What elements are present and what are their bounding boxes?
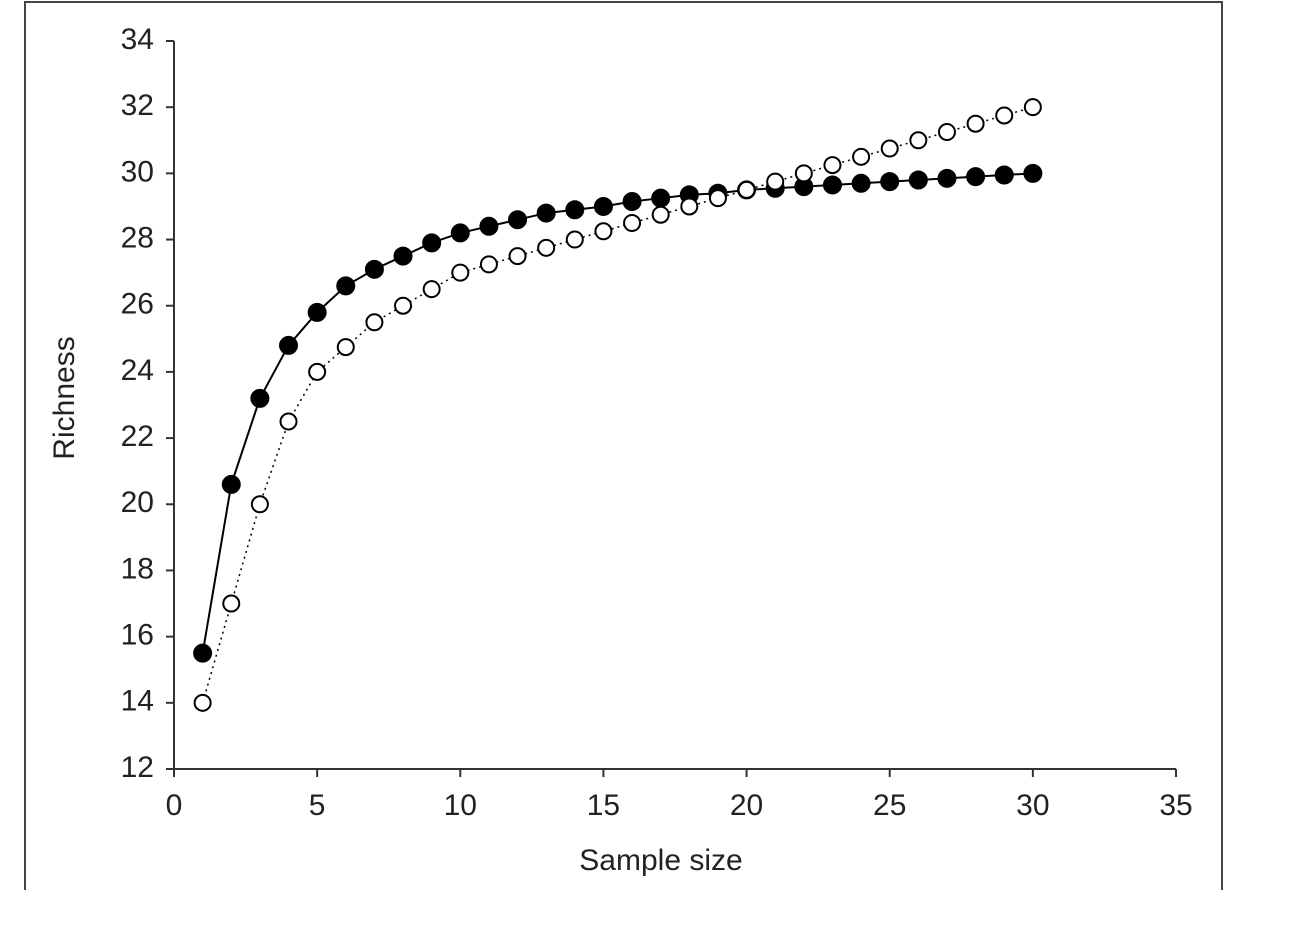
data-point [909,131,928,150]
data-point [537,238,556,257]
data-point [937,168,957,188]
data-point [651,205,670,224]
data-point [365,313,384,332]
data-point [794,164,813,183]
data-point [851,173,871,193]
data-point [565,230,584,249]
data-point [479,255,498,274]
data-point [364,259,384,279]
y-tick-label: 32 [121,89,154,122]
y-tick-label: 14 [121,685,154,718]
data-point [221,474,241,494]
data-point [479,216,499,236]
data-point [536,203,556,223]
x-tick-label: 20 [730,789,763,822]
data-point [565,200,585,220]
data-point [880,139,899,158]
data-point [594,222,613,241]
series-line [201,106,1034,704]
data-point [680,197,699,216]
data-point [994,165,1014,185]
data-point [593,196,613,216]
data-point [393,246,413,266]
y-tick-label: 18 [121,552,154,585]
data-point [250,495,269,514]
data-point [222,594,241,613]
data-point [823,156,842,175]
data-point [336,338,355,357]
data-point [708,189,727,208]
data-point [307,302,327,322]
x-axis-label: Sample size [579,844,742,877]
data-point [508,210,528,230]
y-tick-label: 24 [121,354,154,387]
y-tick-label: 26 [121,288,154,321]
y-tick-label: 16 [121,619,154,652]
data-point [279,335,299,355]
data-point [308,362,327,381]
y-tick-label: 34 [121,23,154,56]
data-point [995,106,1014,125]
y-tick-label: 22 [121,420,154,453]
data-point [880,172,900,192]
y-tick-label: 12 [121,751,154,784]
frame [24,1,1223,890]
y-tick-label: 28 [121,221,154,254]
data-point [966,114,985,133]
data-point [766,172,785,191]
data-point [852,147,871,166]
data-point [422,233,442,253]
data-point [1023,98,1042,117]
data-point [822,175,842,195]
data-point [250,388,270,408]
x-tick-label: 35 [1159,789,1192,822]
data-point [508,247,527,266]
series-line [201,172,1033,654]
data-point [908,170,928,190]
data-point [622,191,642,211]
data-point [966,167,986,187]
data-point [937,123,956,141]
data-point [623,214,642,232]
x-tick-label: 5 [309,789,326,822]
x-tick-label: 15 [587,789,620,822]
x-tick-label: 10 [444,789,477,822]
data-point [193,643,213,663]
data-point [336,276,356,296]
data-point [450,223,470,243]
data-point [737,180,756,199]
data-point [193,693,212,712]
x-tick-label: 30 [1016,789,1049,822]
data-point [279,412,298,431]
y-tick-label: 30 [121,155,154,188]
data-point [451,263,470,282]
data-point [394,296,413,315]
x-tick-label: 0 [166,789,183,822]
data-point [651,188,671,208]
data-point [1023,163,1043,183]
x-tick-label: 25 [873,789,906,822]
y-tick-label: 20 [121,486,154,519]
y-axis-label: Richness [48,336,81,459]
data-point [422,280,441,299]
